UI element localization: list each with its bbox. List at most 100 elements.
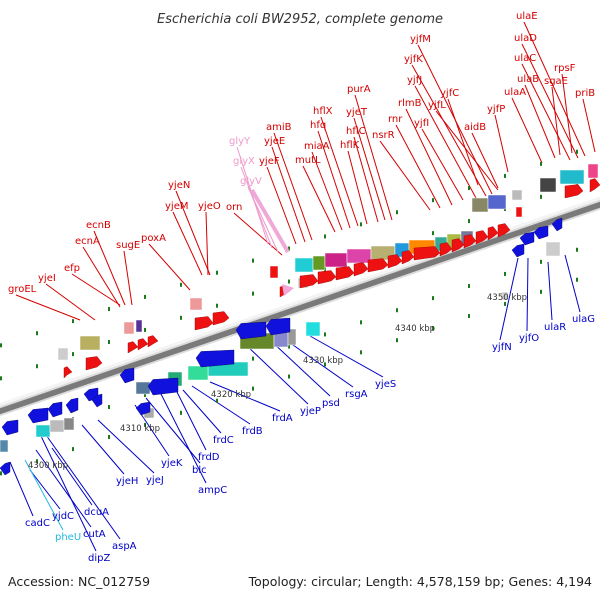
forward-gene-arrow[interactable] <box>367 258 389 273</box>
reverse-gene-arrow[interactable] <box>135 401 151 416</box>
gene-label-aidB[interactable]: aidB <box>464 122 486 133</box>
gene-label-cadC[interactable]: cadC <box>25 518 50 529</box>
reverse-gene-arrow[interactable] <box>533 225 549 240</box>
forward-gene-arrow[interactable] <box>353 262 369 277</box>
gene-label-yjeO[interactable]: yjeO <box>198 201 221 212</box>
gene-label-nsrR[interactable]: nsrR <box>372 130 395 141</box>
gene-block[interactable] <box>515 206 523 218</box>
gene-label-ulaG[interactable]: ulaG <box>572 314 595 325</box>
gene-block[interactable] <box>0 439 9 453</box>
gene-label-yjeJ[interactable]: yjeJ <box>146 475 164 486</box>
forward-gene-arrow[interactable] <box>63 366 73 379</box>
gene-block[interactable] <box>587 163 599 179</box>
reverse-gene-arrow[interactable] <box>91 393 103 408</box>
gene-label-yjfL[interactable]: yjfL <box>428 100 446 111</box>
forward-gene-arrow[interactable] <box>487 226 499 241</box>
gene-block[interactable] <box>35 424 51 438</box>
gene-label-ulaC[interactable]: ulaC <box>514 53 536 64</box>
gene-label-yjfN[interactable]: yjfN <box>492 342 512 353</box>
gene-label-glyX[interactable]: glyX <box>233 156 255 167</box>
reverse-gene-arrow[interactable] <box>65 397 79 414</box>
gene-label-glyY[interactable]: glyY <box>229 136 251 147</box>
forward-gene-arrow[interactable] <box>147 335 159 348</box>
gene-block[interactable] <box>501 291 509 301</box>
gene-label-amiB[interactable]: amiB <box>266 122 292 133</box>
forward-gene-arrow[interactable] <box>137 338 149 351</box>
reverse-gene-arrow[interactable] <box>265 317 291 336</box>
gene-block[interactable] <box>294 257 314 273</box>
gene-block[interactable] <box>346 248 372 264</box>
forward-gene-arrow[interactable] <box>451 238 465 253</box>
gene-label-frdA[interactable]: frdA <box>272 413 293 424</box>
gene-label-hflC[interactable]: hflC <box>346 126 366 137</box>
gene-label-yjfJ[interactable]: yjfJ <box>407 75 422 86</box>
reverse-gene-arrow[interactable] <box>195 349 235 368</box>
gene-label-orn[interactable]: orn <box>226 202 242 213</box>
gene-label-cutA[interactable]: cutA <box>83 529 106 540</box>
gene-label-hfq[interactable]: hfq <box>310 120 326 131</box>
forward-gene-arrow[interactable] <box>194 316 214 331</box>
reverse-gene-arrow[interactable] <box>235 321 267 340</box>
gene-label-yjfP[interactable]: yjfP <box>487 104 505 115</box>
gene-label-blc[interactable]: blc <box>192 465 207 476</box>
forward-gene-arrow[interactable] <box>85 356 103 371</box>
gene-label-frdD[interactable]: frdD <box>198 452 220 463</box>
gene-label-yjeK[interactable]: yjeK <box>161 458 183 469</box>
gene-label-ecnA[interactable]: ecnA <box>75 236 100 247</box>
reverse-gene-arrow[interactable] <box>551 217 563 232</box>
reverse-gene-arrow[interactable] <box>147 377 179 396</box>
gene-block[interactable] <box>324 252 348 268</box>
gene-block[interactable] <box>189 297 203 311</box>
gene-block[interactable] <box>269 265 279 279</box>
reverse-gene-arrow[interactable] <box>519 231 535 246</box>
gene-label-psd[interactable]: psd <box>322 398 340 409</box>
gene-block[interactable] <box>511 189 523 201</box>
gene-block[interactable] <box>57 347 69 361</box>
gene-label-yjeE[interactable]: yjeE <box>264 136 285 147</box>
forward-gene-arrow[interactable] <box>413 246 441 261</box>
gene-label-yjdC[interactable]: yjdC <box>52 511 74 522</box>
gene-label-yjfK[interactable]: yjfK <box>404 54 423 65</box>
gene-label-frdB[interactable]: frdB <box>242 426 263 437</box>
gene-block[interactable] <box>287 328 297 346</box>
gene-block[interactable] <box>187 365 209 381</box>
gene-label-dcuA[interactable]: dcuA <box>84 507 109 518</box>
gene-label-ampC[interactable]: ampC <box>198 485 227 496</box>
gene-label-yjeF[interactable]: yjeF <box>259 156 280 167</box>
gene-label-mutL[interactable]: mutL <box>295 155 321 166</box>
gene-block[interactable] <box>559 169 585 185</box>
gene-label-sgaE[interactable]: sgaE <box>544 76 568 87</box>
gene-label-priB[interactable]: priB <box>575 88 595 99</box>
gene-block[interactable] <box>63 417 75 431</box>
gene-label-ecnB[interactable]: ecnB <box>86 220 111 231</box>
forward-gene-arrow[interactable] <box>299 274 319 289</box>
reverse-gene-arrow[interactable] <box>0 461 11 476</box>
forward-gene-arrow[interactable] <box>401 250 415 265</box>
trna-cluster-bar[interactable] <box>250 188 290 254</box>
forward-gene-arrow[interactable] <box>463 234 477 249</box>
gene-label-frdC[interactable]: frdC <box>213 435 234 446</box>
reverse-gene-arrow[interactable] <box>511 243 525 258</box>
gene-label-ulaB[interactable]: ulaB <box>517 74 539 85</box>
gene-label-ulaD[interactable]: ulaD <box>514 33 537 44</box>
forward-gene-arrow[interactable] <box>589 178 600 193</box>
gene-label-hflK[interactable]: hflK <box>340 140 360 151</box>
gene-label-yjeP[interactable]: yjeP <box>300 406 321 417</box>
gene-block[interactable] <box>135 319 143 333</box>
forward-gene-arrow[interactable] <box>212 311 230 326</box>
gene-label-groEL[interactable]: groEL <box>8 284 37 295</box>
gene-label-yjeM[interactable]: yjeM <box>165 201 188 212</box>
forward-gene-arrow[interactable] <box>497 223 511 238</box>
gene-block[interactable] <box>79 335 101 351</box>
gene-label-yjeH[interactable]: yjeH <box>116 476 138 487</box>
gene-label-pheU[interactable]: pheU <box>55 532 81 543</box>
gene-label-rsgA[interactable]: rsgA <box>345 389 368 400</box>
trna-arrow[interactable] <box>282 284 294 296</box>
gene-label-ulaA[interactable]: ulaA <box>504 87 526 98</box>
forward-gene-arrow[interactable] <box>127 341 139 354</box>
gene-block[interactable] <box>545 241 561 257</box>
gene-label-efp[interactable]: efp <box>64 263 80 274</box>
forward-gene-arrow[interactable] <box>335 266 355 281</box>
gene-block[interactable] <box>49 419 65 433</box>
gene-label-sugE[interactable]: sugE <box>116 240 140 251</box>
